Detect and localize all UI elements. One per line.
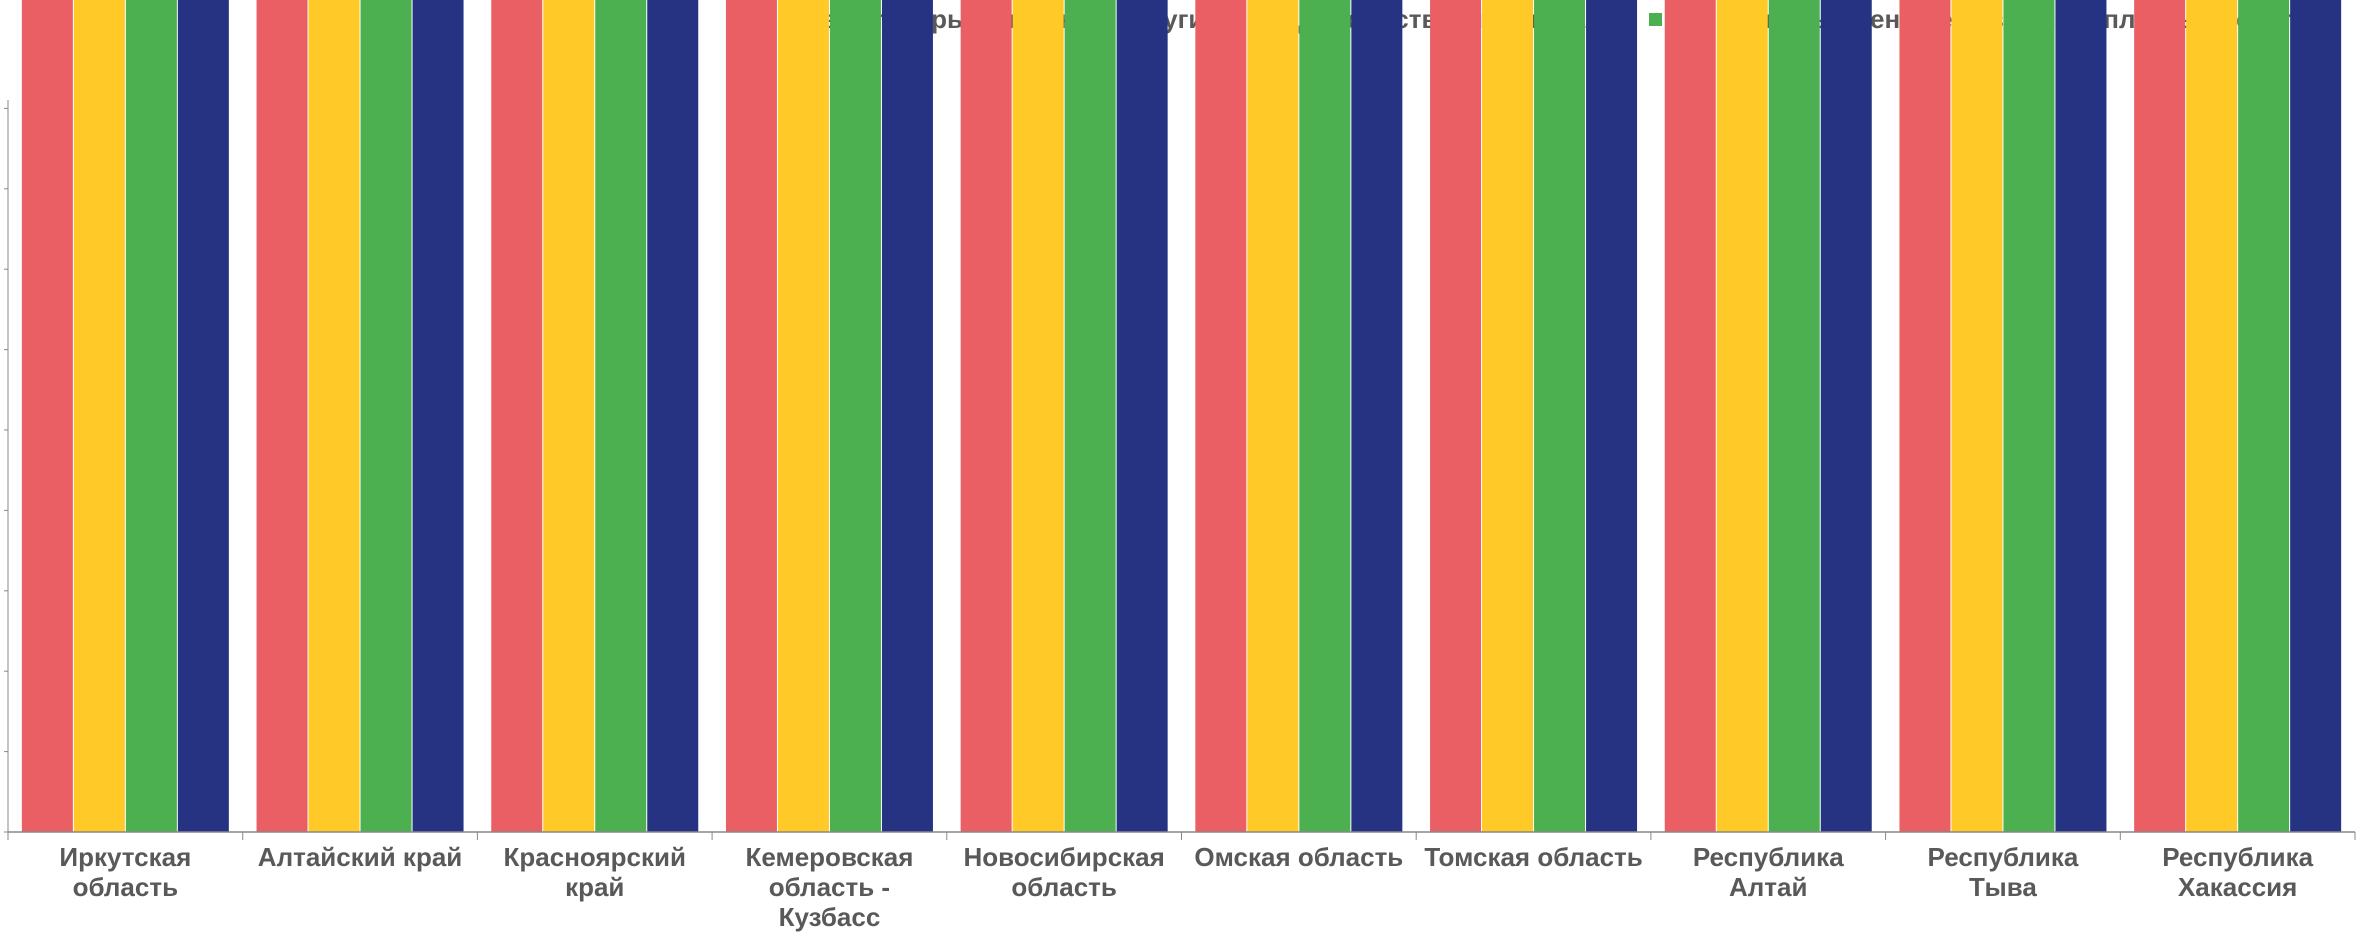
bar [1430,0,1482,832]
bar [2134,0,2186,832]
x-tick-label-line: Республика [1928,842,2079,872]
bar [2290,0,2342,832]
x-tick-label-line: Кемеровская [746,842,914,872]
bar [2055,0,2107,833]
bar [360,0,412,833]
bar [2003,0,2055,833]
bar [1012,0,1064,833]
bar [1820,0,1872,833]
bar [1586,0,1638,833]
x-tick-label: Томская область [1424,842,1642,872]
bar [647,0,699,833]
bar [1768,0,1820,833]
x-tick-label-line: Республика [1693,842,1844,872]
x-tick-label-line: область - [769,872,890,902]
bar [177,0,229,832]
x-tick-label-line: область [1011,872,1116,902]
x-tick-label-line: край [565,872,624,902]
legend-swatch [1649,13,1663,26]
bar [881,0,933,833]
bar [308,0,360,832]
bar [725,0,777,832]
x-tick-label-line: Иркутская [59,842,191,872]
x-tick-label-line: Хакассия [2178,872,2297,902]
x-tick-label: Республика Хакассия [2162,842,2313,902]
bar [960,0,1012,832]
bar [1951,0,2003,832]
x-tick-label: Алтайский край [258,842,462,872]
x-tick-label-line: Тыва [1969,872,2037,902]
bar [829,0,881,832]
bar [777,0,829,833]
x-tick-label-line: Республика [2162,842,2313,872]
x-tick-label-line: Новосибирская [963,842,1164,872]
x-tick-label-line: Красноярский [504,842,686,872]
bar [73,0,125,832]
bar [1664,0,1716,832]
x-tick-label-line: Томская область [1424,842,1642,872]
bar [1899,0,1951,833]
x-tick-label: Республика Алтай [1693,842,1844,902]
bar [125,0,177,833]
bar [256,0,308,832]
bar [21,0,73,832]
bar [1299,0,1351,833]
bar [2186,0,2238,832]
x-tick-label: Иркутская область [59,842,191,902]
bar [1064,0,1116,832]
bar [1351,0,1403,832]
bar [1716,0,1768,832]
bar [1195,0,1247,833]
x-tick-label-line: Алтайский край [258,842,462,872]
x-tick-label: Омская область [1194,842,1403,872]
x-tick-label-line: Омская область [1194,842,1403,872]
x-tick-label: Красноярский край [504,842,686,902]
bar [1247,0,1299,832]
bar [1482,0,1534,833]
bar [1534,0,1586,833]
bar [2238,0,2290,832]
x-tick-label: Новосибирская область [963,842,1164,902]
bar [491,0,543,832]
bar [412,0,464,832]
x-tick-label-line: Кузбасс [779,902,881,932]
x-tick-label: Кемеровская область -Кузбасс [746,842,914,932]
bar [543,0,595,833]
x-tick-label-line: Алтай [1729,872,1807,902]
x-tick-label: Республика Тыва [1928,842,2079,902]
x-tick-label-line: область [73,872,178,902]
bar [595,0,647,833]
bar [1116,0,1168,833]
